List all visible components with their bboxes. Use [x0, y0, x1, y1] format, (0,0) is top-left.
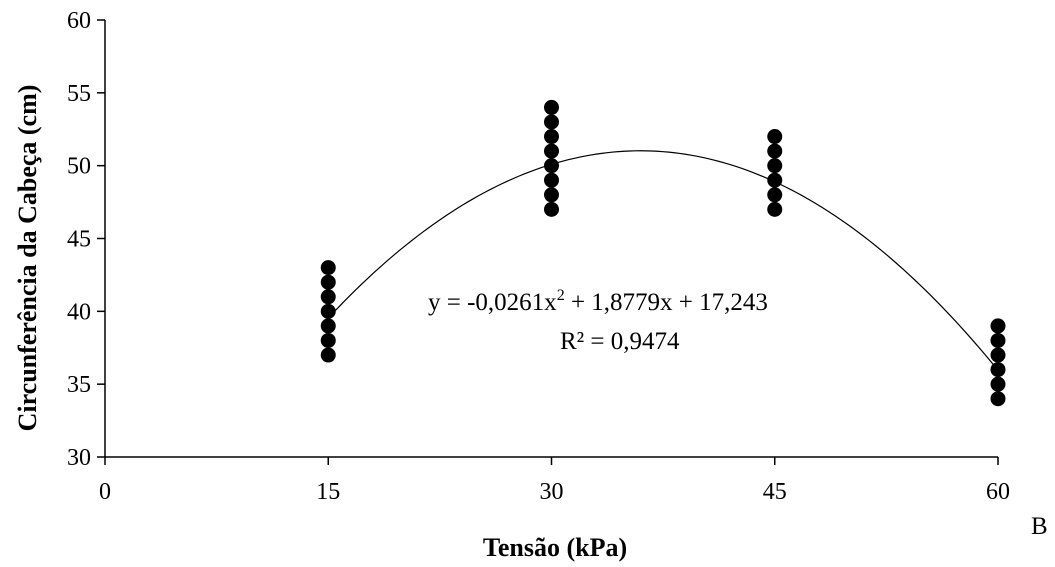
- y-tick-label: 60: [67, 8, 91, 34]
- data-point: [544, 187, 559, 203]
- data-point: [320, 318, 336, 334]
- data-point: [990, 376, 1006, 392]
- y-tick-label: 55: [67, 81, 91, 107]
- data-point: [767, 129, 783, 145]
- x-tick-label: 15: [316, 479, 340, 505]
- data-point: [320, 274, 336, 290]
- data-point: [320, 347, 336, 363]
- data-point: [767, 143, 783, 159]
- x-tick-label: 60: [986, 479, 1010, 505]
- y-tick-label: 50: [67, 154, 91, 180]
- x-axis-title: Tensão (kPa): [483, 533, 627, 562]
- data-point: [544, 129, 559, 145]
- x-tick-label: 30: [540, 479, 564, 505]
- y-axis-title: Circunferência da Cabeça (cm): [13, 85, 42, 432]
- y-tick-label: 30: [67, 445, 91, 471]
- data-point: [767, 187, 783, 203]
- trendline-curve: [327, 150, 999, 371]
- data-points: [320, 99, 1006, 407]
- data-point: [320, 289, 336, 305]
- x-axis: 0 15 30 45 60: [99, 456, 1010, 505]
- y-tick-label: 40: [67, 299, 91, 325]
- x-tick-label: 45: [763, 479, 787, 505]
- data-point: [990, 332, 1006, 348]
- data-point: [767, 158, 783, 174]
- y-axis: 30 35 40 45 50 55 60: [67, 8, 106, 471]
- data-point: [990, 318, 1006, 334]
- data-point: [544, 114, 559, 130]
- data-point: [990, 391, 1006, 407]
- data-point: [544, 201, 559, 217]
- y-tick-label: 45: [67, 227, 91, 253]
- data-point: [767, 172, 783, 188]
- r-squared-label: R² = 0,9474: [560, 328, 680, 355]
- data-point: [544, 172, 559, 188]
- data-point: [320, 260, 336, 276]
- y-tick-label: 35: [67, 372, 91, 398]
- data-point: [544, 143, 559, 159]
- x-tick-label: 0: [99, 479, 111, 505]
- trendline-equation: y = -0,0261x2 + 1,8779x + 17,243: [428, 287, 768, 316]
- data-point: [990, 362, 1006, 378]
- data-point: [990, 347, 1006, 363]
- panel-label: B: [1031, 513, 1048, 540]
- data-point: [544, 99, 559, 115]
- data-point: [544, 158, 559, 174]
- data-point: [320, 303, 336, 319]
- data-point: [767, 201, 783, 217]
- data-point: [320, 332, 336, 348]
